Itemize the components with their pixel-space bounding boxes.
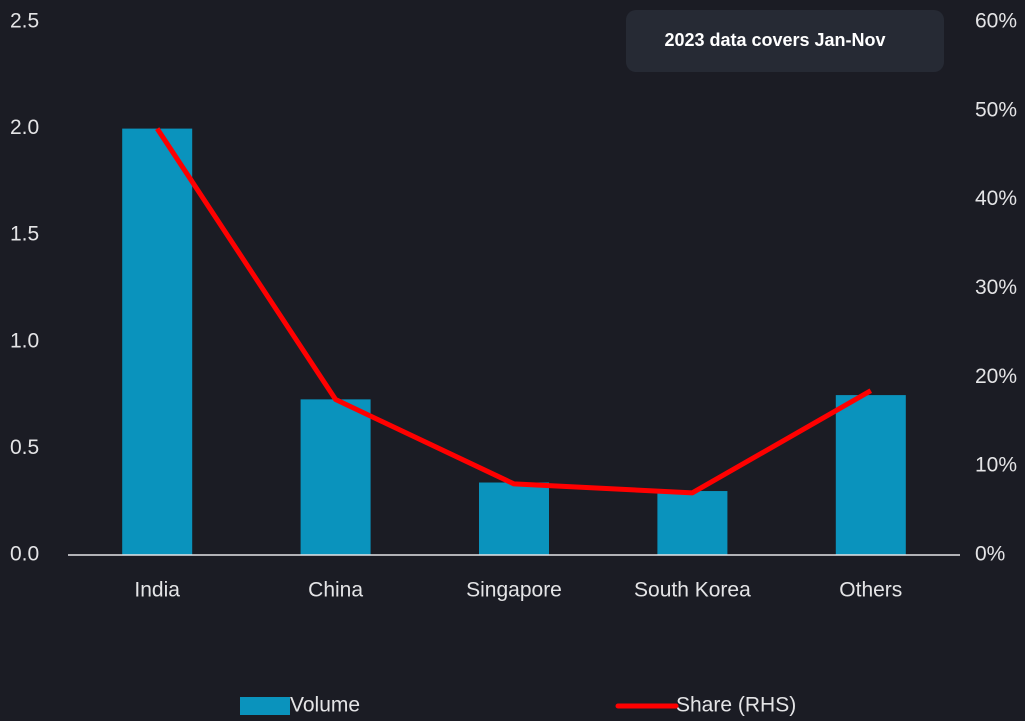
x-tick-label: Others [839, 579, 902, 602]
y2-tick-label: 30% [975, 276, 1017, 299]
y2-tick-label: 60% [975, 10, 1017, 33]
annotation-box [626, 10, 944, 72]
legend-swatch [240, 697, 290, 715]
annotation: 2023 data covers Jan-Nov [664, 30, 885, 50]
y2-tick-label: 50% [975, 98, 1017, 121]
x-tick-label: South Korea [634, 579, 751, 602]
y-tick-label: 0.0 [10, 543, 39, 566]
y2-tick-label: 40% [975, 187, 1017, 210]
bar [479, 482, 549, 555]
y-tick-label: 0.5 [10, 436, 39, 459]
x-tick-label: India [134, 579, 180, 602]
bar [300, 399, 371, 555]
y-tick-label: 2.5 [10, 10, 39, 33]
line [155, 127, 873, 496]
legend-label: Volume [290, 694, 360, 717]
bar [835, 395, 906, 555]
y2-tick-label: 0% [975, 543, 1005, 566]
y-tick-label: 2.0 [10, 116, 39, 139]
y-tick-label: 1.5 [10, 223, 39, 246]
legend-label: Share (RHS) [676, 694, 796, 717]
x-tick-label: China [308, 579, 363, 602]
bar [657, 491, 728, 555]
bar [122, 128, 193, 555]
y-tick-label: 1.0 [10, 329, 39, 352]
y2-tick-label: 10% [975, 454, 1017, 477]
x-tick-label: Singapore [466, 579, 562, 602]
y2-tick-label: 20% [975, 365, 1017, 388]
